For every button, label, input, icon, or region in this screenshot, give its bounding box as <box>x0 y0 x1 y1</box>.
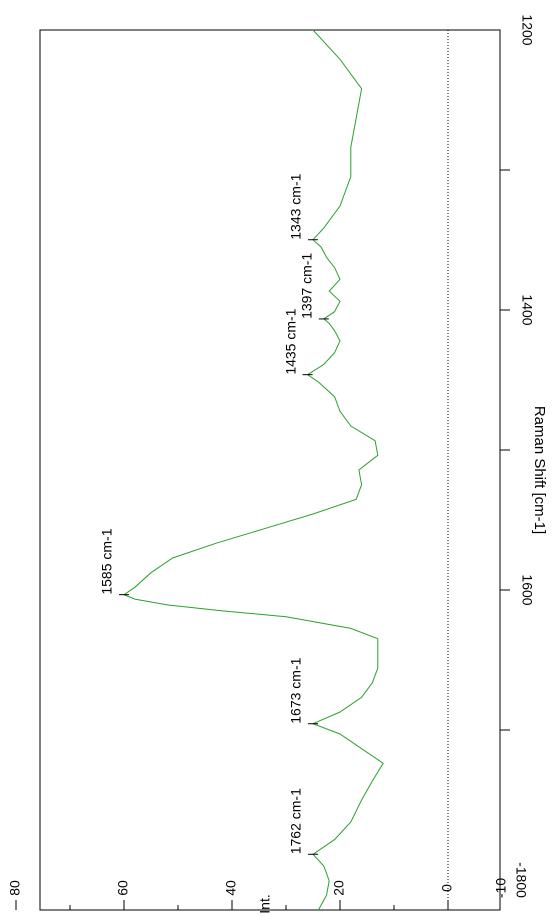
x-axis-label: Raman Shift [cm-1] <box>531 406 548 534</box>
x-axis: 1200 1400 1600 -1800 Raman Shift [cm-1] <box>500 14 548 898</box>
y-tick-label-neg10: -10 <box>493 878 509 898</box>
y-axis-label: Int. <box>257 894 273 913</box>
annotation-layer: 1762 cm-1 1673 cm-1 1585 cm-1 1435 cm-11397… <box>99 173 329 855</box>
x-tick-label-1800: -1800 <box>513 862 529 898</box>
peak-label: 1343 cm-1 <box>288 173 304 239</box>
peak-label: 1397 cm-1 <box>299 253 315 319</box>
peak-label: 1762 cm-1 <box>288 788 304 854</box>
y-tick-label-80: 80 <box>7 880 23 896</box>
y-tick-label-40: 40 <box>223 880 239 896</box>
y-axis: 80 60 40 20 0 -10 Int. <box>7 878 509 914</box>
y-tick-label-60: 60 <box>115 880 131 896</box>
x-tick-label-1200: 1200 <box>519 14 535 45</box>
peak-label: 1585 cm-1 <box>99 528 115 594</box>
plot-frame <box>39 29 501 911</box>
series-layer <box>122 29 384 911</box>
peak-label: 1673 cm-1 <box>288 657 304 723</box>
y-tick-label-20: 20 <box>331 880 347 896</box>
spectrum-series-line <box>122 29 384 911</box>
y-tick-label-0: 0 <box>439 884 455 892</box>
peak-label: 1435 cm-1 <box>282 308 298 374</box>
x-tick-label-1600: 1600 <box>519 574 535 605</box>
x-tick-label-1400: 1400 <box>519 294 535 325</box>
